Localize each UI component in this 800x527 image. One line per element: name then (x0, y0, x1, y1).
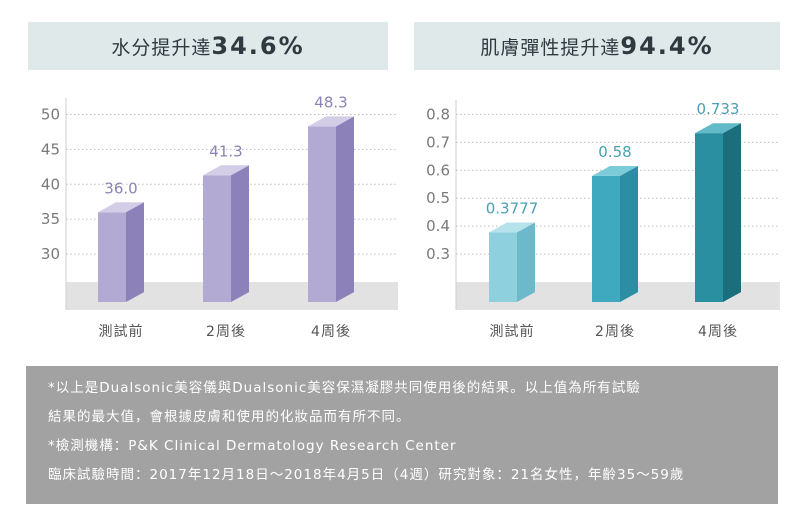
moisture-bar-side (231, 165, 249, 302)
moisture-header: 水分提升達 34.6% (28, 22, 388, 70)
moisture-bar-0 (98, 202, 144, 302)
elasticity-bar-side (723, 123, 741, 302)
moisture-value-label: 36.0 (104, 179, 137, 197)
elasticity-ytick-label: 0.8 (426, 105, 450, 123)
elasticity-category-label: 4周後 (698, 324, 738, 340)
moisture-header-value: 34.6% (211, 32, 305, 60)
elasticity-value-label: 0.3777 (486, 199, 539, 217)
elasticity-header-value: 94.4% (620, 32, 714, 60)
elasticity-bar-top (592, 165, 638, 176)
moisture-bar-front (98, 212, 126, 302)
moisture-bar-side (336, 116, 354, 302)
elasticity-bar-top (489, 222, 535, 233)
moisture-bar-front (203, 175, 231, 302)
elasticity-bar-front (592, 175, 620, 302)
moisture-value-label: 41.3 (209, 142, 242, 160)
moisture-bar-top (98, 202, 144, 213)
moisture-ytick-label: 35 (41, 210, 60, 228)
moisture-ytick-label: 40 (41, 175, 60, 193)
note-line-4: 臨床試驗時間：2017年12月18日～2018年4月5日（4週）研究對象：21名… (48, 467, 685, 483)
elasticity-ytick-label: 0.4 (426, 217, 450, 235)
moisture-ytick-label: 30 (41, 245, 60, 263)
elasticity-header: 肌膚彈性提升達 94.4% (414, 22, 780, 70)
note-line-1: *以上是Dualsonic美容儀與Dualsonic美容保濕凝膠共同使用後的結果… (48, 380, 641, 396)
elasticity-bar-side (620, 165, 638, 302)
note-line-2: 結果的最大值，會根據皮膚和使用的化妝品而有所不同。 (48, 409, 411, 425)
moisture-bar-2 (308, 116, 354, 302)
elasticity-ytick-label: 0.5 (426, 189, 450, 207)
moisture-category-label: 4周後 (311, 324, 351, 340)
elasticity-bar-front (489, 232, 517, 302)
moisture-ytick-label: 50 (41, 105, 60, 123)
moisture-bar-front (308, 126, 336, 302)
elasticity-header-label: 肌膚彈性提升達 (480, 36, 621, 59)
moisture-ytick-label: 45 (41, 140, 60, 158)
moisture-chart: 30 35 40 45 50 36.0 測試前 41.3 2周後 48.3 4周後 (28, 80, 398, 355)
moisture-bar-top (308, 116, 354, 127)
elasticity-ytick-label: 0.7 (426, 133, 450, 151)
notes-panel: *以上是Dualsonic美容儀與Dualsonic美容保濕凝膠共同使用後的結果… (26, 366, 778, 504)
moisture-category-label: 測試前 (99, 323, 144, 340)
elasticity-bar-side (517, 222, 535, 302)
elasticity-value-label: 0.733 (697, 100, 740, 118)
elasticity-chart: 0.3 0.4 0.5 0.6 0.7 0.8 0.3777 測試前 0.58 2周後 0.733 4… (412, 80, 782, 355)
elasticity-ytick-label: 0.6 (426, 161, 450, 179)
elasticity-bar-front (695, 133, 723, 302)
elasticity-bar-0 (489, 222, 535, 302)
moisture-category-label: 2周後 (206, 324, 246, 340)
elasticity-bar-1 (592, 165, 638, 302)
moisture-header-label: 水分提升達 (111, 36, 212, 59)
moisture-bar-top (203, 165, 249, 176)
moisture-value-label: 48.3 (314, 93, 347, 111)
elasticity-ytick-label: 0.3 (426, 245, 450, 263)
elasticity-bar-2 (695, 123, 741, 302)
elasticity-chart-svg: 0.3 0.4 0.5 0.6 0.7 0.8 0.3777 測試前 0.58 2周後 0.733 4… (426, 100, 780, 340)
elasticity-category-label: 測試前 (490, 323, 535, 340)
elasticity-bar-top (695, 123, 741, 134)
moisture-bar-side (126, 202, 144, 302)
elasticity-value-label: 0.58 (598, 143, 631, 161)
moisture-bar-1 (203, 165, 249, 302)
moisture-chart-svg: 30 35 40 45 50 36.0 測試前 41.3 2周後 48.3 4周後 (41, 93, 398, 340)
elasticity-category-label: 2周後 (595, 324, 635, 340)
note-line-3: *檢測機構：P&K Clinical Dermatology Research … (48, 438, 457, 454)
